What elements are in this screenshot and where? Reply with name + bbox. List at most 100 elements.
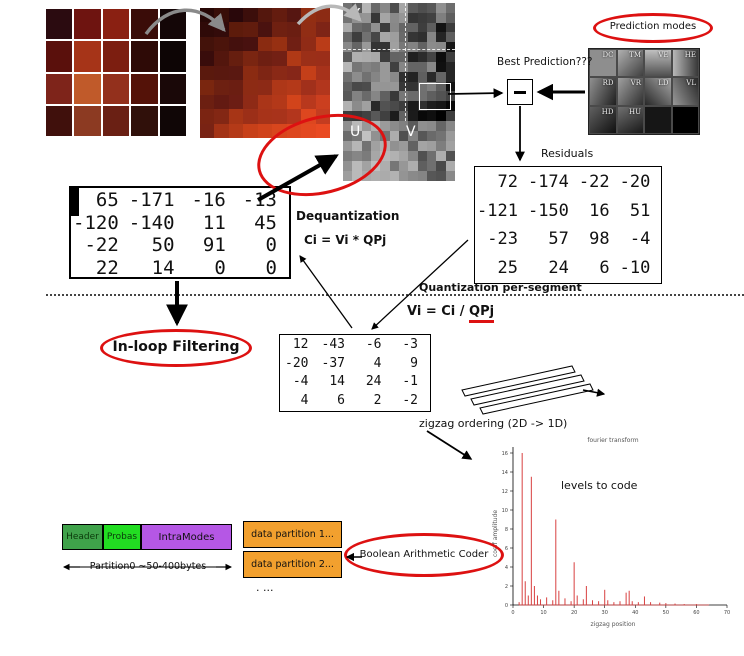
prediction-mode-cell: VR — [616, 77, 644, 106]
u-plane-label: U — [350, 124, 361, 140]
mosaic-cell — [398, 71, 409, 82]
prediction-mode-cell: VE — [644, 49, 672, 78]
mosaic-cell — [272, 109, 287, 124]
intramodes-box: IntraModes — [141, 524, 232, 550]
mosaic-cell — [436, 71, 446, 82]
guide-line-h — [343, 49, 455, 50]
mosaic-cell — [272, 8, 287, 23]
mosaic-cell — [408, 12, 418, 23]
matrix-cell: 57 — [548, 229, 569, 249]
boolean-coder-ellipse — [344, 533, 504, 577]
mosaic-cell — [343, 81, 353, 92]
mosaic-cell — [257, 80, 273, 95]
mosaic-cell — [343, 61, 353, 72]
mosaic-cell — [352, 101, 362, 112]
mosaic-cell — [380, 52, 390, 62]
mosaic-cell — [408, 3, 418, 13]
mosaic-cell — [343, 111, 353, 121]
prediction-mode-cell: RD — [589, 77, 617, 106]
mosaic-cell — [200, 51, 215, 66]
mosaic-cell — [301, 80, 316, 95]
residuals-matrix: 72 -174 -22 -20 -121 -150 16 51 -23 57 98 -4 25 24 6 -1… — [474, 166, 662, 284]
matrix-cell: 12 — [292, 337, 309, 352]
mosaic-cell — [389, 141, 399, 151]
mosaic-cell — [200, 8, 215, 23]
mosaic-cell — [257, 22, 273, 37]
mosaic-cell — [343, 71, 353, 82]
mosaic-cell — [272, 36, 287, 52]
mosaic-cell — [301, 22, 316, 37]
matrix-cell: -22 — [578, 172, 610, 192]
mosaic-cell — [243, 123, 258, 138]
matrix-cell: -10 — [619, 257, 651, 278]
boolean-coder-label: Boolean Arithmetic Coder — [359, 549, 489, 560]
mosaic-cell — [380, 42, 390, 53]
mosaic-cell — [436, 52, 446, 62]
svg-text:14: 14 — [502, 470, 508, 476]
mosaic-cell — [159, 9, 186, 40]
mosaic-cell — [286, 123, 302, 138]
mosaic-cell — [399, 151, 409, 161]
mosaic-cell — [389, 171, 399, 181]
mosaic-cell — [243, 22, 258, 37]
mosaic-cell — [243, 51, 258, 66]
mosaic-cell — [315, 36, 330, 52]
mosaic-cell — [361, 111, 371, 121]
matrix-cell: -171 — [128, 189, 175, 211]
mosaic-cell — [408, 91, 418, 102]
mosaic-cell — [389, 71, 399, 82]
mosaic-cell — [286, 8, 302, 23]
v-plane-label: V — [406, 124, 416, 140]
mosaic-cell — [370, 61, 381, 72]
v-plane — [399, 121, 455, 181]
mosaic-cell — [398, 81, 409, 92]
more-partitions-dots: . ... — [256, 581, 274, 594]
mosaic-cell — [408, 121, 418, 131]
u-plane — [343, 121, 399, 181]
mosaic-cell — [436, 42, 446, 53]
mosaic-cell — [361, 52, 371, 62]
mosaic-cell — [243, 80, 258, 95]
prediction-mode-cell: HE — [671, 49, 699, 78]
mosaic-cell — [243, 109, 258, 124]
svg-text:4: 4 — [505, 565, 508, 571]
mosaic-cell — [361, 22, 371, 33]
y-plane — [343, 3, 455, 121]
mosaic-cell — [426, 161, 437, 171]
header-box: Header — [62, 524, 103, 550]
mosaic-cell — [301, 51, 316, 66]
mosaic-cell — [343, 101, 353, 112]
mosaic-cell — [243, 94, 258, 110]
minus-icon — [514, 91, 526, 94]
mosaic-cell — [417, 141, 427, 151]
data-partition-2: data partition 2... — [243, 551, 342, 578]
chart-plot: 0 10 20 30 40 50 60 70 0 2 4 6 8 10 12 14 16 — [502, 447, 730, 616]
mosaic-cell — [389, 151, 399, 161]
mosaic-cell — [102, 9, 130, 40]
matrix-cell: 22 — [95, 256, 119, 279]
mosaic-cell — [398, 61, 409, 72]
matrix-cell: 16 — [589, 200, 610, 221]
y-plane-label: Y — [351, 5, 361, 23]
mosaic-cell — [426, 71, 437, 82]
intramodes-box-label: IntraModes — [158, 531, 215, 543]
mosaic-cell — [315, 65, 330, 81]
mosaic-cell — [200, 123, 215, 138]
mosaic-cell — [389, 91, 399, 102]
mosaic-cell — [286, 65, 302, 81]
mosaic-cell — [370, 101, 381, 112]
mosaic-cell — [389, 42, 399, 53]
mosaic-cell — [343, 52, 353, 62]
mosaic-cell — [74, 41, 101, 72]
mosaic-cell — [436, 61, 446, 72]
inverse-quant-pre: Vi = Ci / — [407, 304, 470, 319]
mosaic-cell — [408, 52, 418, 62]
mosaic-cell — [200, 65, 215, 81]
mosaic-cell — [417, 151, 427, 161]
mosaic-cell — [417, 121, 427, 131]
mosaic-cell — [426, 111, 437, 121]
mosaic-cell — [352, 32, 362, 43]
mosaic-cell — [131, 73, 158, 104]
mosaic-cell — [445, 32, 455, 43]
chart-xlabel: zigzag position — [590, 621, 636, 628]
